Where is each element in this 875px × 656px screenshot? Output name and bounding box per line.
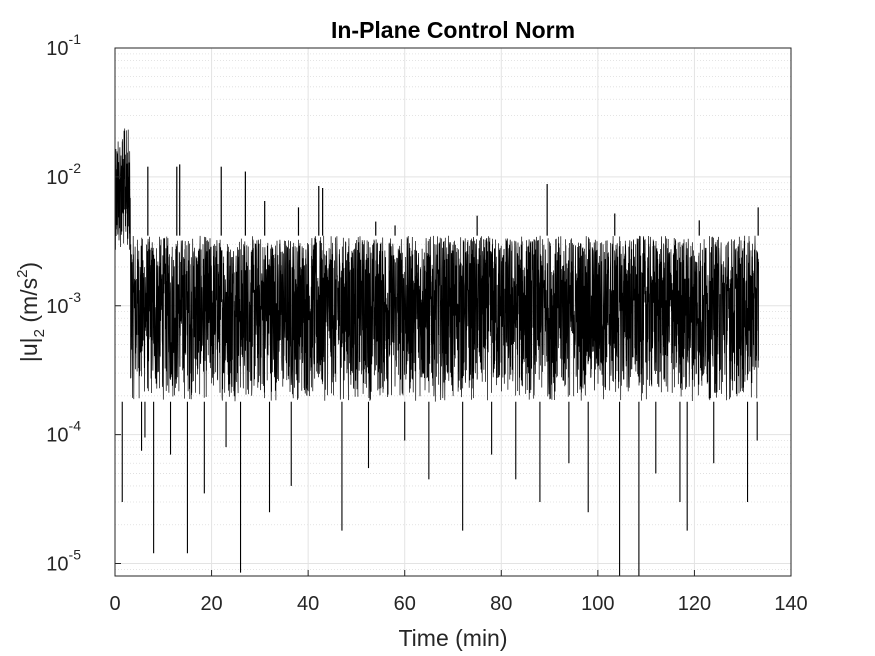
y-tick-base: 10 xyxy=(46,38,68,60)
series-group xyxy=(115,128,759,576)
y-tick-base: 10 xyxy=(46,425,68,447)
x-axis-ticks: 0 20 40 60 80 100 120 140 xyxy=(109,570,808,615)
y-tick-exponent: -1 xyxy=(69,31,82,47)
x-axis-label: Time (min) xyxy=(398,625,507,651)
x-tick-label: 60 xyxy=(394,593,416,615)
y-tick-label: 10-5 xyxy=(46,547,81,576)
y-label-sub: 2 xyxy=(31,329,48,337)
series-line xyxy=(115,128,759,402)
x-tick-label: 40 xyxy=(297,593,319,615)
x-tick-label: 140 xyxy=(774,593,807,615)
plot-frame xyxy=(114,47,792,577)
y-label-unit-close: ) xyxy=(16,262,42,270)
y-axis-ticks: 10-110-210-310-410-5 xyxy=(46,31,121,576)
y-label-unit-open: (m/s xyxy=(16,278,42,329)
y-tick-label: 10-3 xyxy=(46,289,81,318)
x-tick-label: 0 xyxy=(109,593,120,615)
y-label-base: |u| xyxy=(16,337,42,362)
x-tick-label: 20 xyxy=(200,593,222,615)
x-tick-label: 80 xyxy=(490,593,512,615)
y-axis-label: |u|2 (m/s2) xyxy=(14,262,48,362)
x-tick-label: 120 xyxy=(678,593,711,615)
y-tick-label: 10-4 xyxy=(46,418,81,447)
y-tick-exponent: -2 xyxy=(69,160,82,176)
y-tick-base: 10 xyxy=(46,296,68,318)
y-tick-exponent: -5 xyxy=(69,547,82,563)
y-tick-exponent: -4 xyxy=(69,418,82,434)
y-tick-base: 10 xyxy=(46,554,68,576)
y-tick-label: 10-1 xyxy=(46,31,81,60)
x-tick-label: 100 xyxy=(581,593,614,615)
y-label-sup: 2 xyxy=(14,270,31,278)
y-tick-label: 10-2 xyxy=(46,160,81,189)
chart-title: In-Plane Control Norm xyxy=(331,17,575,43)
y-tick-base: 10 xyxy=(46,167,68,189)
y-tick-exponent: -3 xyxy=(69,289,82,305)
